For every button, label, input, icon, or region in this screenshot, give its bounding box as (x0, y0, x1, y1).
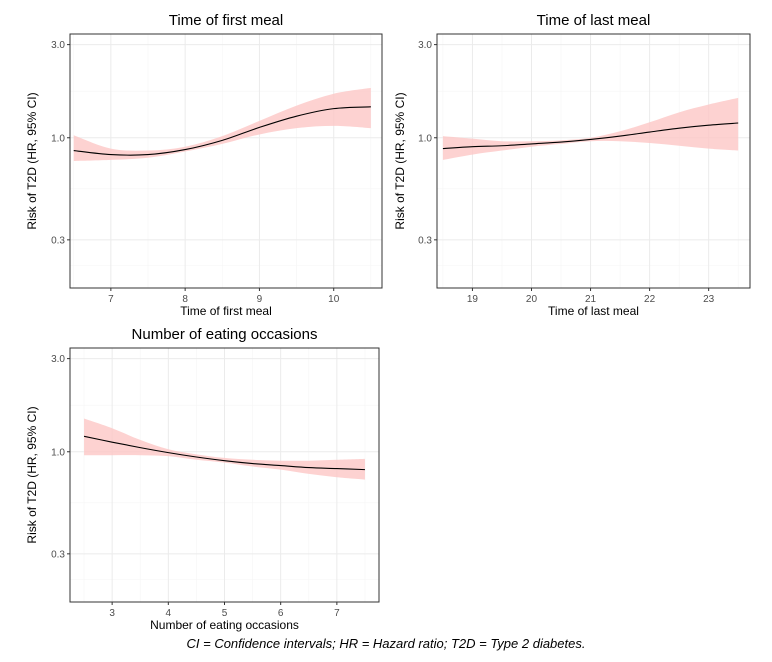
panel-background (70, 34, 382, 288)
y-tick-label: 0.3 (51, 235, 65, 246)
y-axis-label: Risk of T2D (HR, 95% CI) (25, 406, 39, 543)
y-tick-label: 3.0 (418, 40, 432, 51)
y-axis-label: Risk of T2D (HR, 95% CI) (393, 92, 407, 229)
hazard-ratio-curve (73, 106, 371, 156)
x-axis-label: Number of eating occasions (150, 618, 299, 632)
y-tick-label: 3.0 (51, 40, 65, 51)
y-tick-label: 1.0 (418, 133, 432, 144)
hazard-ratio-curve (83, 435, 365, 471)
x-tick-label: 20 (526, 294, 538, 305)
x-tick-label: 10 (328, 294, 340, 305)
x-tick-label: 6 (278, 608, 284, 619)
x-tick-label: 19 (467, 294, 479, 305)
y-tick-label: 1.0 (51, 133, 65, 144)
x-tick-label: 3 (109, 608, 115, 619)
y-tick-label: 0.3 (418, 235, 432, 246)
x-tick-label: 9 (257, 294, 263, 305)
x-tick-label: 21 (585, 294, 597, 305)
x-axis-label: Time of last meal (548, 304, 639, 318)
x-tick-label: 23 (703, 294, 715, 305)
chart-title: Time of last meal (537, 12, 651, 29)
y-tick-label: 1.0 (51, 447, 65, 458)
x-tick-label: 7 (108, 294, 114, 305)
x-tick-label: 7 (334, 608, 340, 619)
panel-border (436, 33, 751, 289)
x-tick-label: 8 (182, 294, 188, 305)
figure-caption: CI = Confidence intervals; HR = Hazard r… (186, 636, 586, 651)
chart-panel-3: 3 4 5 6 7 0.3 1.0 3.0 Number of eating occasions… (25, 326, 380, 632)
chart-panel-2: 19 20 21 22 23 0.3 1.0 3.0 Time of last meal Time… (393, 12, 751, 318)
y-tick-label: 0.3 (51, 549, 65, 560)
confidence-band (84, 418, 365, 480)
y-tick-label: 3.0 (51, 354, 65, 365)
panel-background (437, 34, 750, 288)
y-axis-label: Risk of T2D (HR, 95% CI) (25, 92, 39, 229)
x-tick-label: 22 (644, 294, 656, 305)
x-tick-label: 5 (222, 608, 228, 619)
panel-border (69, 33, 383, 289)
x-axis-label: Time of first meal (180, 304, 272, 318)
x-tick-label: 4 (166, 608, 172, 619)
chart-panel-1: 7 8 9 10 0.3 1.0 3.0 Time of first meal Time of … (25, 12, 383, 318)
chart-title: Number of eating occasions (132, 326, 318, 343)
hazard-ratio-curve (442, 122, 739, 150)
chart-title: Time of first meal (169, 12, 283, 29)
confidence-band (73, 87, 371, 162)
